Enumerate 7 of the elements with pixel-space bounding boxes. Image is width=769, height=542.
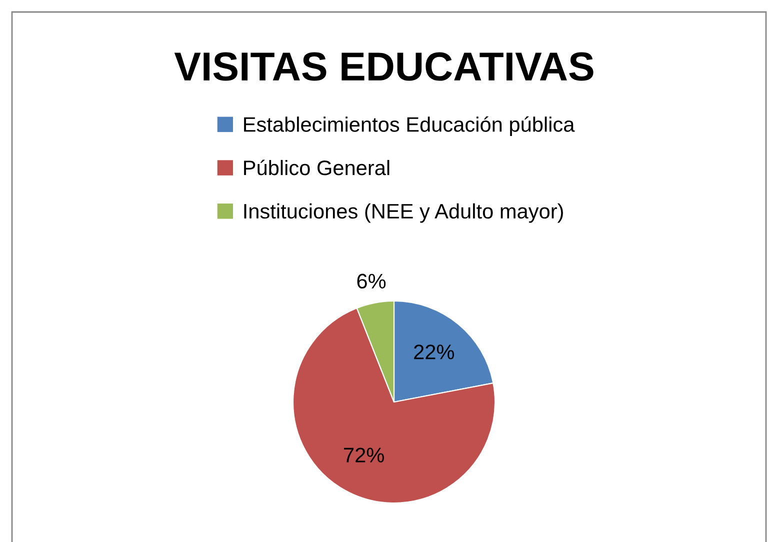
legend-label: Instituciones (NEE y Adulto mayor) <box>244 203 563 223</box>
data-label: 22% <box>414 344 454 360</box>
data-label: 72% <box>344 448 384 462</box>
data-label: 6% <box>357 274 386 289</box>
chart-title: VISITAS EDUCATIVAS <box>174 52 594 81</box>
legend-label: Público General <box>244 160 390 176</box>
legend-label: Establecimientos Educación pública <box>244 116 575 136</box>
